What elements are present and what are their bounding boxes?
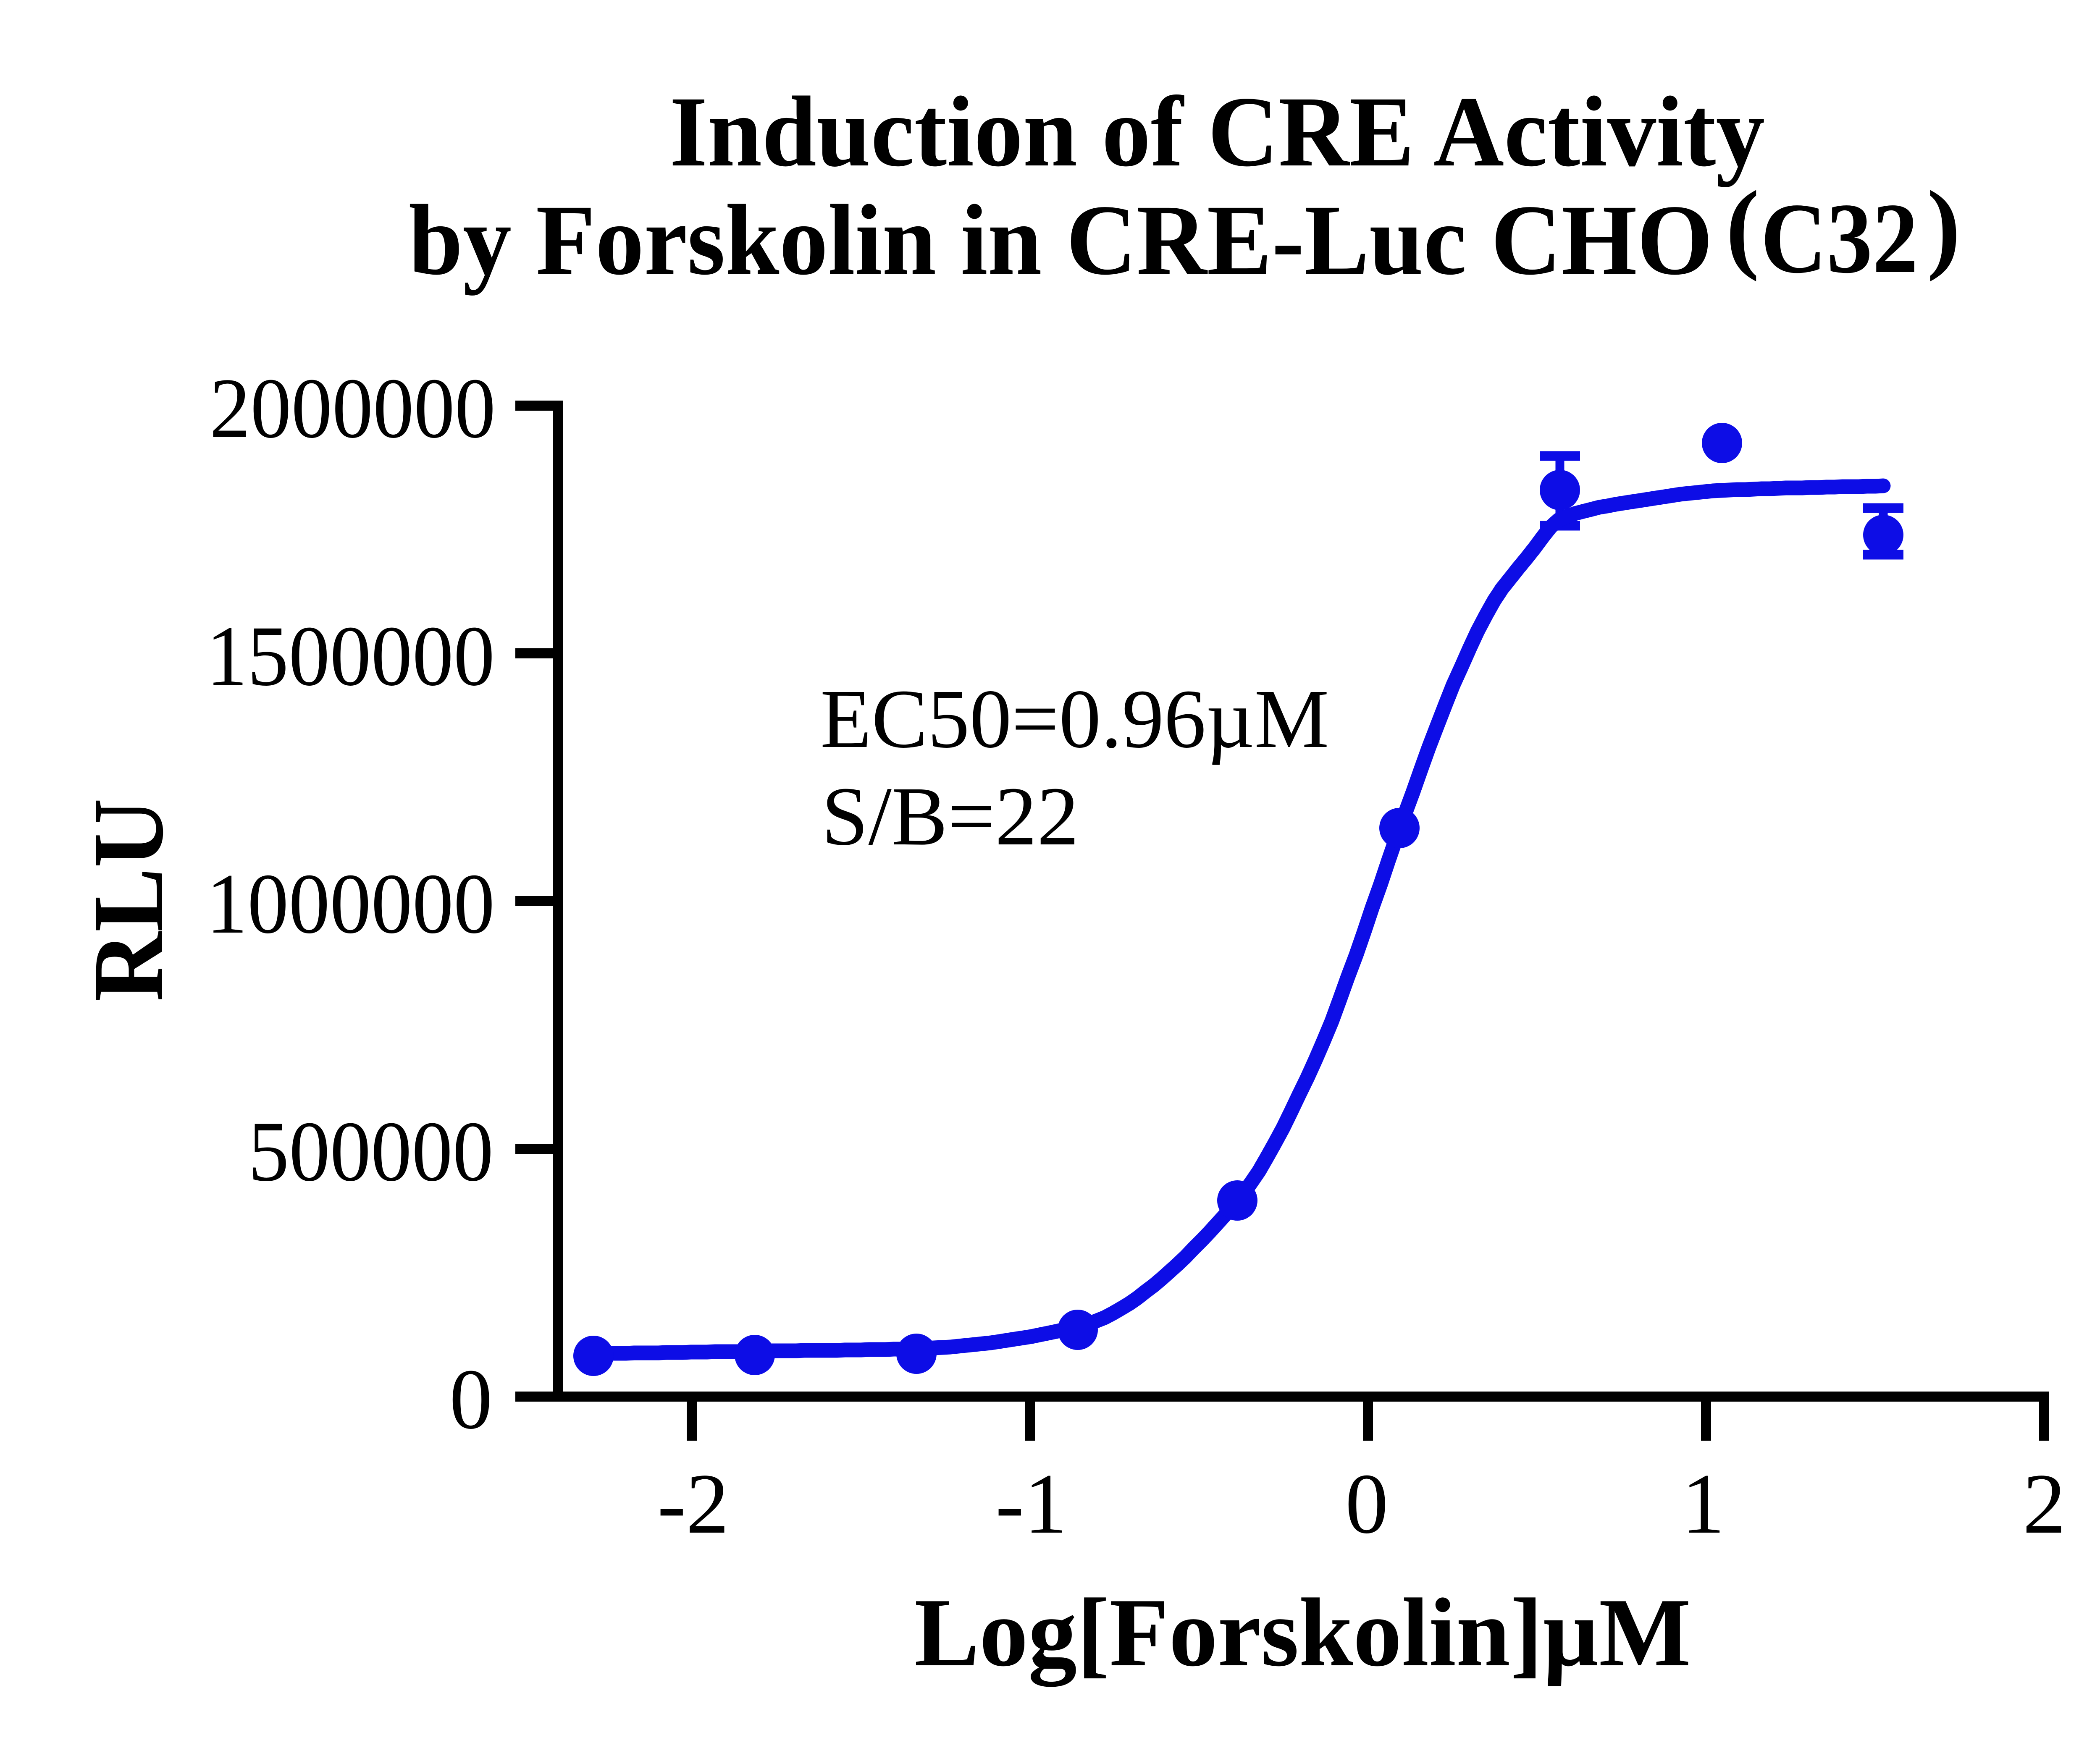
svg-text:Log[Forskolin]µM: Log[Forskolin]µM [914,1578,1691,1687]
svg-text:1: 1 [1682,1456,1725,1552]
svg-text:2: 2 [2023,1456,2066,1552]
svg-text:C32: C32 [1761,182,1918,294]
svg-text:Induction of CRE Activity: Induction of CRE Activity [669,76,1765,187]
svg-text:by Forskolin in CRE-Luc CHO: by Forskolin in CRE-Luc CHO [409,184,1713,296]
svg-text:0: 0 [1345,1456,1389,1552]
svg-text:500000: 500000 [248,1104,494,1199]
svg-text:): ) [1927,170,1961,282]
svg-text:-2: -2 [657,1456,729,1552]
svg-text:(: ( [1726,170,1759,282]
svg-text:-1: -1 [995,1456,1067,1552]
svg-text:0: 0 [449,1352,493,1447]
svg-text:EC50=0.96µM: EC50=0.96µM [820,673,1329,765]
svg-text:S/B=22: S/B=22 [822,770,1079,863]
svg-text:2000000: 2000000 [210,361,496,456]
svg-text:1000000: 1000000 [206,856,495,951]
svg-text:1500000: 1500000 [206,608,495,704]
svg-text:RLU: RLU [72,798,184,1001]
